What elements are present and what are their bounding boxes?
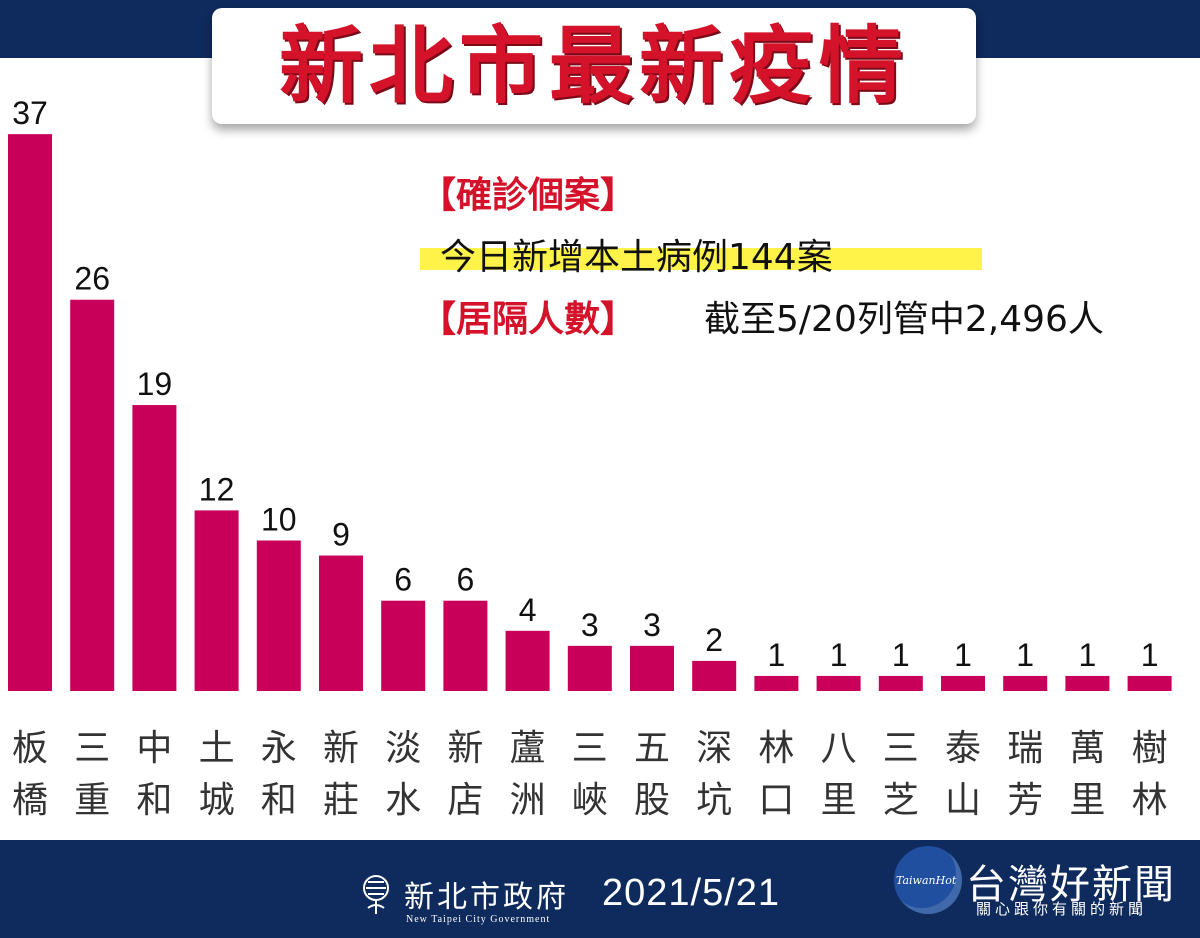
category-label: 土 bbox=[199, 728, 235, 769]
confirmed-text: 今日新增本土病例144案 bbox=[440, 237, 833, 278]
bar-value-label: 1 bbox=[768, 637, 786, 673]
bar bbox=[132, 405, 177, 691]
category-label: 新 bbox=[323, 728, 359, 769]
category-label: 里 bbox=[1069, 780, 1105, 821]
footer-date: 2021/5/21 bbox=[602, 872, 781, 914]
bar-value-label: 1 bbox=[1016, 637, 1034, 673]
text-highlight bbox=[420, 248, 982, 270]
bar-value-label: 1 bbox=[954, 637, 972, 673]
bar bbox=[1065, 675, 1110, 691]
bar-value-label: 4 bbox=[519, 592, 537, 628]
category-label: 重 bbox=[74, 780, 110, 821]
bar-value-label: 26 bbox=[74, 261, 110, 297]
bar bbox=[319, 555, 363, 691]
title-box: 新北市最新疫情 bbox=[212, 8, 976, 124]
city-logo-icon bbox=[363, 875, 389, 914]
bar bbox=[443, 600, 488, 691]
category-label: 山 bbox=[945, 780, 981, 821]
category-label: 芳 bbox=[1007, 780, 1043, 821]
bar-value-label: 3 bbox=[581, 607, 599, 643]
category-label: 橋 bbox=[12, 780, 48, 821]
category-label: 店 bbox=[447, 780, 483, 821]
category-label: 三 bbox=[572, 728, 608, 769]
bar-value-label: 9 bbox=[332, 517, 350, 553]
bar bbox=[194, 510, 239, 691]
category-label: 城 bbox=[199, 780, 235, 821]
category-label: 里 bbox=[821, 780, 857, 821]
bar bbox=[941, 675, 985, 691]
bar-value-label: 37 bbox=[12, 95, 48, 131]
brand-name: 台灣好新聞 bbox=[966, 862, 1176, 908]
category-label: 新 bbox=[447, 728, 483, 769]
bar-value-label: 1 bbox=[892, 637, 910, 673]
bar-chart: 37板橋26三重19中和12土城10永和9新莊6淡水6新店4蘆洲3三峽3五股2深… bbox=[8, 95, 1172, 821]
category-label: 中 bbox=[136, 728, 172, 769]
bar bbox=[1127, 675, 1172, 691]
bar-value-label: 2 bbox=[705, 622, 723, 658]
confirmed-label: 【確診個案】 bbox=[420, 175, 637, 216]
category-label: 林 bbox=[758, 728, 794, 769]
category-label: 萬 bbox=[1069, 728, 1105, 769]
bar bbox=[692, 660, 737, 691]
category-label: 蘆 bbox=[510, 728, 546, 769]
brand-slogan: 關心跟你有關的新聞 bbox=[976, 900, 1148, 918]
bar-value-label: 6 bbox=[394, 562, 412, 598]
page-title: 新北市最新疫情 bbox=[278, 17, 909, 115]
brand-mark: TaiwanHot bbox=[896, 874, 957, 887]
category-label: 八 bbox=[821, 728, 857, 769]
category-label: 五 bbox=[634, 728, 670, 769]
category-label: 水 bbox=[385, 780, 421, 821]
bar bbox=[630, 645, 674, 691]
category-label: 芝 bbox=[883, 780, 919, 821]
category-label: 和 bbox=[136, 780, 172, 821]
category-label: 股 bbox=[634, 780, 670, 821]
category-label: 板 bbox=[12, 728, 48, 769]
category-label: 洲 bbox=[510, 780, 546, 821]
category-label: 泰 bbox=[945, 728, 981, 769]
bar-value-label: 1 bbox=[830, 637, 848, 673]
bar bbox=[8, 134, 52, 691]
category-label: 深 bbox=[696, 728, 732, 769]
category-label: 淡 bbox=[385, 728, 421, 769]
bar-value-label: 12 bbox=[199, 471, 235, 507]
isolation-text: 截至5/20列管中2,496人 bbox=[704, 299, 1104, 340]
bar bbox=[256, 540, 301, 691]
category-label: 坑 bbox=[696, 780, 732, 821]
bar bbox=[816, 675, 861, 691]
category-label: 林 bbox=[1132, 780, 1168, 821]
category-label: 莊 bbox=[323, 780, 359, 821]
bar bbox=[1003, 675, 1048, 691]
bar-value-label: 1 bbox=[1141, 637, 1159, 673]
bar-value-label: 19 bbox=[137, 366, 173, 402]
category-label: 峽 bbox=[572, 780, 608, 821]
category-label: 和 bbox=[261, 780, 297, 821]
gov-name-en: New Taipei City Government bbox=[406, 914, 551, 925]
gov-name: 新北市政府 bbox=[404, 880, 569, 915]
bar bbox=[505, 630, 550, 691]
bar bbox=[381, 600, 426, 691]
category-label: 樹 bbox=[1132, 728, 1168, 769]
category-label: 三 bbox=[883, 728, 919, 769]
footer-band bbox=[0, 840, 1200, 938]
category-label: 三 bbox=[74, 728, 110, 769]
bar-value-label: 3 bbox=[643, 607, 661, 643]
category-label: 瑞 bbox=[1007, 728, 1043, 769]
brand-logo-icon bbox=[894, 846, 962, 914]
bar-value-label: 10 bbox=[261, 502, 297, 538]
isolation-label: 【居隔人數】 bbox=[420, 299, 637, 340]
category-label: 口 bbox=[758, 780, 794, 821]
bar bbox=[70, 299, 115, 691]
bar bbox=[567, 645, 612, 691]
bar bbox=[878, 675, 923, 691]
bar-value-label: 6 bbox=[457, 562, 475, 598]
bar bbox=[754, 675, 799, 691]
category-label: 永 bbox=[261, 728, 297, 769]
bar-value-label: 1 bbox=[1079, 637, 1097, 673]
